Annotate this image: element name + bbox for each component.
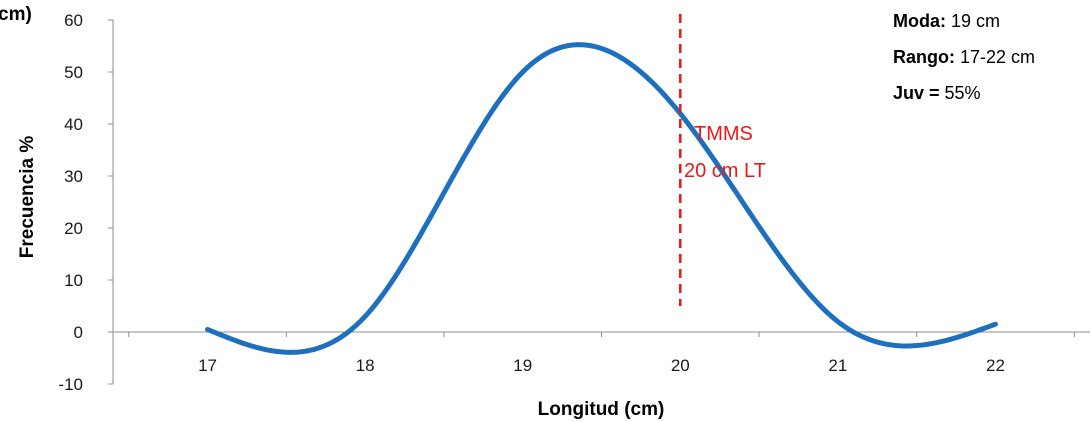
y-axis-title: Frecuencia % xyxy=(17,136,38,259)
x-tick-label: 21 xyxy=(828,356,847,375)
y-tick-label: 40 xyxy=(64,115,83,134)
axes xyxy=(108,19,1090,385)
info-juv-label: Juv = xyxy=(893,83,945,103)
info-juv: Juv = 55% xyxy=(893,83,981,103)
x-tick-label: 19 xyxy=(513,356,532,375)
info-moda-label: Moda: xyxy=(893,11,946,31)
x-tick-label: 20 xyxy=(671,356,690,375)
y-tick-label: 10 xyxy=(64,271,83,290)
y-tick-label: 50 xyxy=(64,63,83,82)
info-moda: Moda: 19 cm xyxy=(893,11,1000,31)
y-axis-title-fragment: cm) xyxy=(0,4,32,25)
info-juv-value: 55% xyxy=(945,83,981,103)
info-rango-label: Rango: xyxy=(893,47,955,67)
x-tick-label: 22 xyxy=(986,356,1005,375)
info-rango-value: 17-22 cm xyxy=(955,47,1035,67)
series-line xyxy=(205,42,998,355)
y-tick-label: 60 xyxy=(64,11,83,30)
x-tick-label: 17 xyxy=(198,356,217,375)
tmms-annotation-line1: TMMS xyxy=(694,123,753,145)
y-tick-label: 20 xyxy=(64,219,83,238)
tmms-annotation-line2: 20 cm LT xyxy=(684,160,766,182)
x-axis-title: Longitud (cm) xyxy=(538,399,665,420)
info-rango: Rango: 17-22 cm xyxy=(893,47,1035,67)
y-tick-label: -10 xyxy=(58,375,83,394)
y-tick-label: 30 xyxy=(64,167,83,186)
chart-marks xyxy=(205,14,998,355)
tick-labels: 60 50 40 30 20 10 0 -10 17 18 19 20 21 22 xyxy=(58,11,1004,394)
x-tick-label: 18 xyxy=(356,356,375,375)
info-moda-value: 19 cm xyxy=(946,11,1000,31)
y-tick-label: 0 xyxy=(74,323,83,342)
